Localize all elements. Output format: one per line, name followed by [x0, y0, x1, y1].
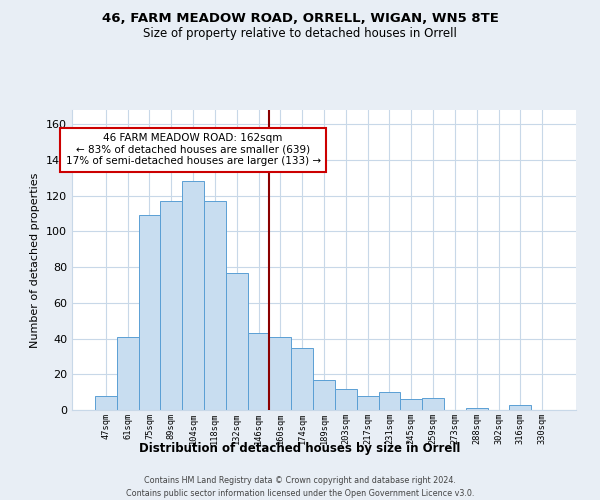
Y-axis label: Number of detached properties: Number of detached properties [31, 172, 40, 348]
Bar [117, 337, 139, 410]
Bar [335, 388, 357, 410]
Bar [204, 201, 226, 410]
Text: Contains HM Land Registry data © Crown copyright and database right 2024.
Contai: Contains HM Land Registry data © Crown c… [126, 476, 474, 498]
Bar [313, 380, 335, 410]
Bar [248, 333, 269, 410]
Bar [139, 216, 160, 410]
Text: Distribution of detached houses by size in Orrell: Distribution of detached houses by size … [139, 442, 461, 455]
Bar [379, 392, 400, 410]
Text: 46 FARM MEADOW ROAD: 162sqm
← 83% of detached houses are smaller (639)
17% of se: 46 FARM MEADOW ROAD: 162sqm ← 83% of det… [65, 133, 320, 166]
Bar [182, 182, 204, 410]
Bar [269, 337, 291, 410]
Bar [226, 272, 248, 410]
Text: Size of property relative to detached houses in Orrell: Size of property relative to detached ho… [143, 28, 457, 40]
Bar [466, 408, 488, 410]
Bar [160, 201, 182, 410]
Bar [400, 400, 422, 410]
Text: 46, FARM MEADOW ROAD, ORRELL, WIGAN, WN5 8TE: 46, FARM MEADOW ROAD, ORRELL, WIGAN, WN5… [101, 12, 499, 26]
Bar [95, 396, 117, 410]
Bar [422, 398, 444, 410]
Bar [357, 396, 379, 410]
Bar [509, 404, 531, 410]
Bar [291, 348, 313, 410]
